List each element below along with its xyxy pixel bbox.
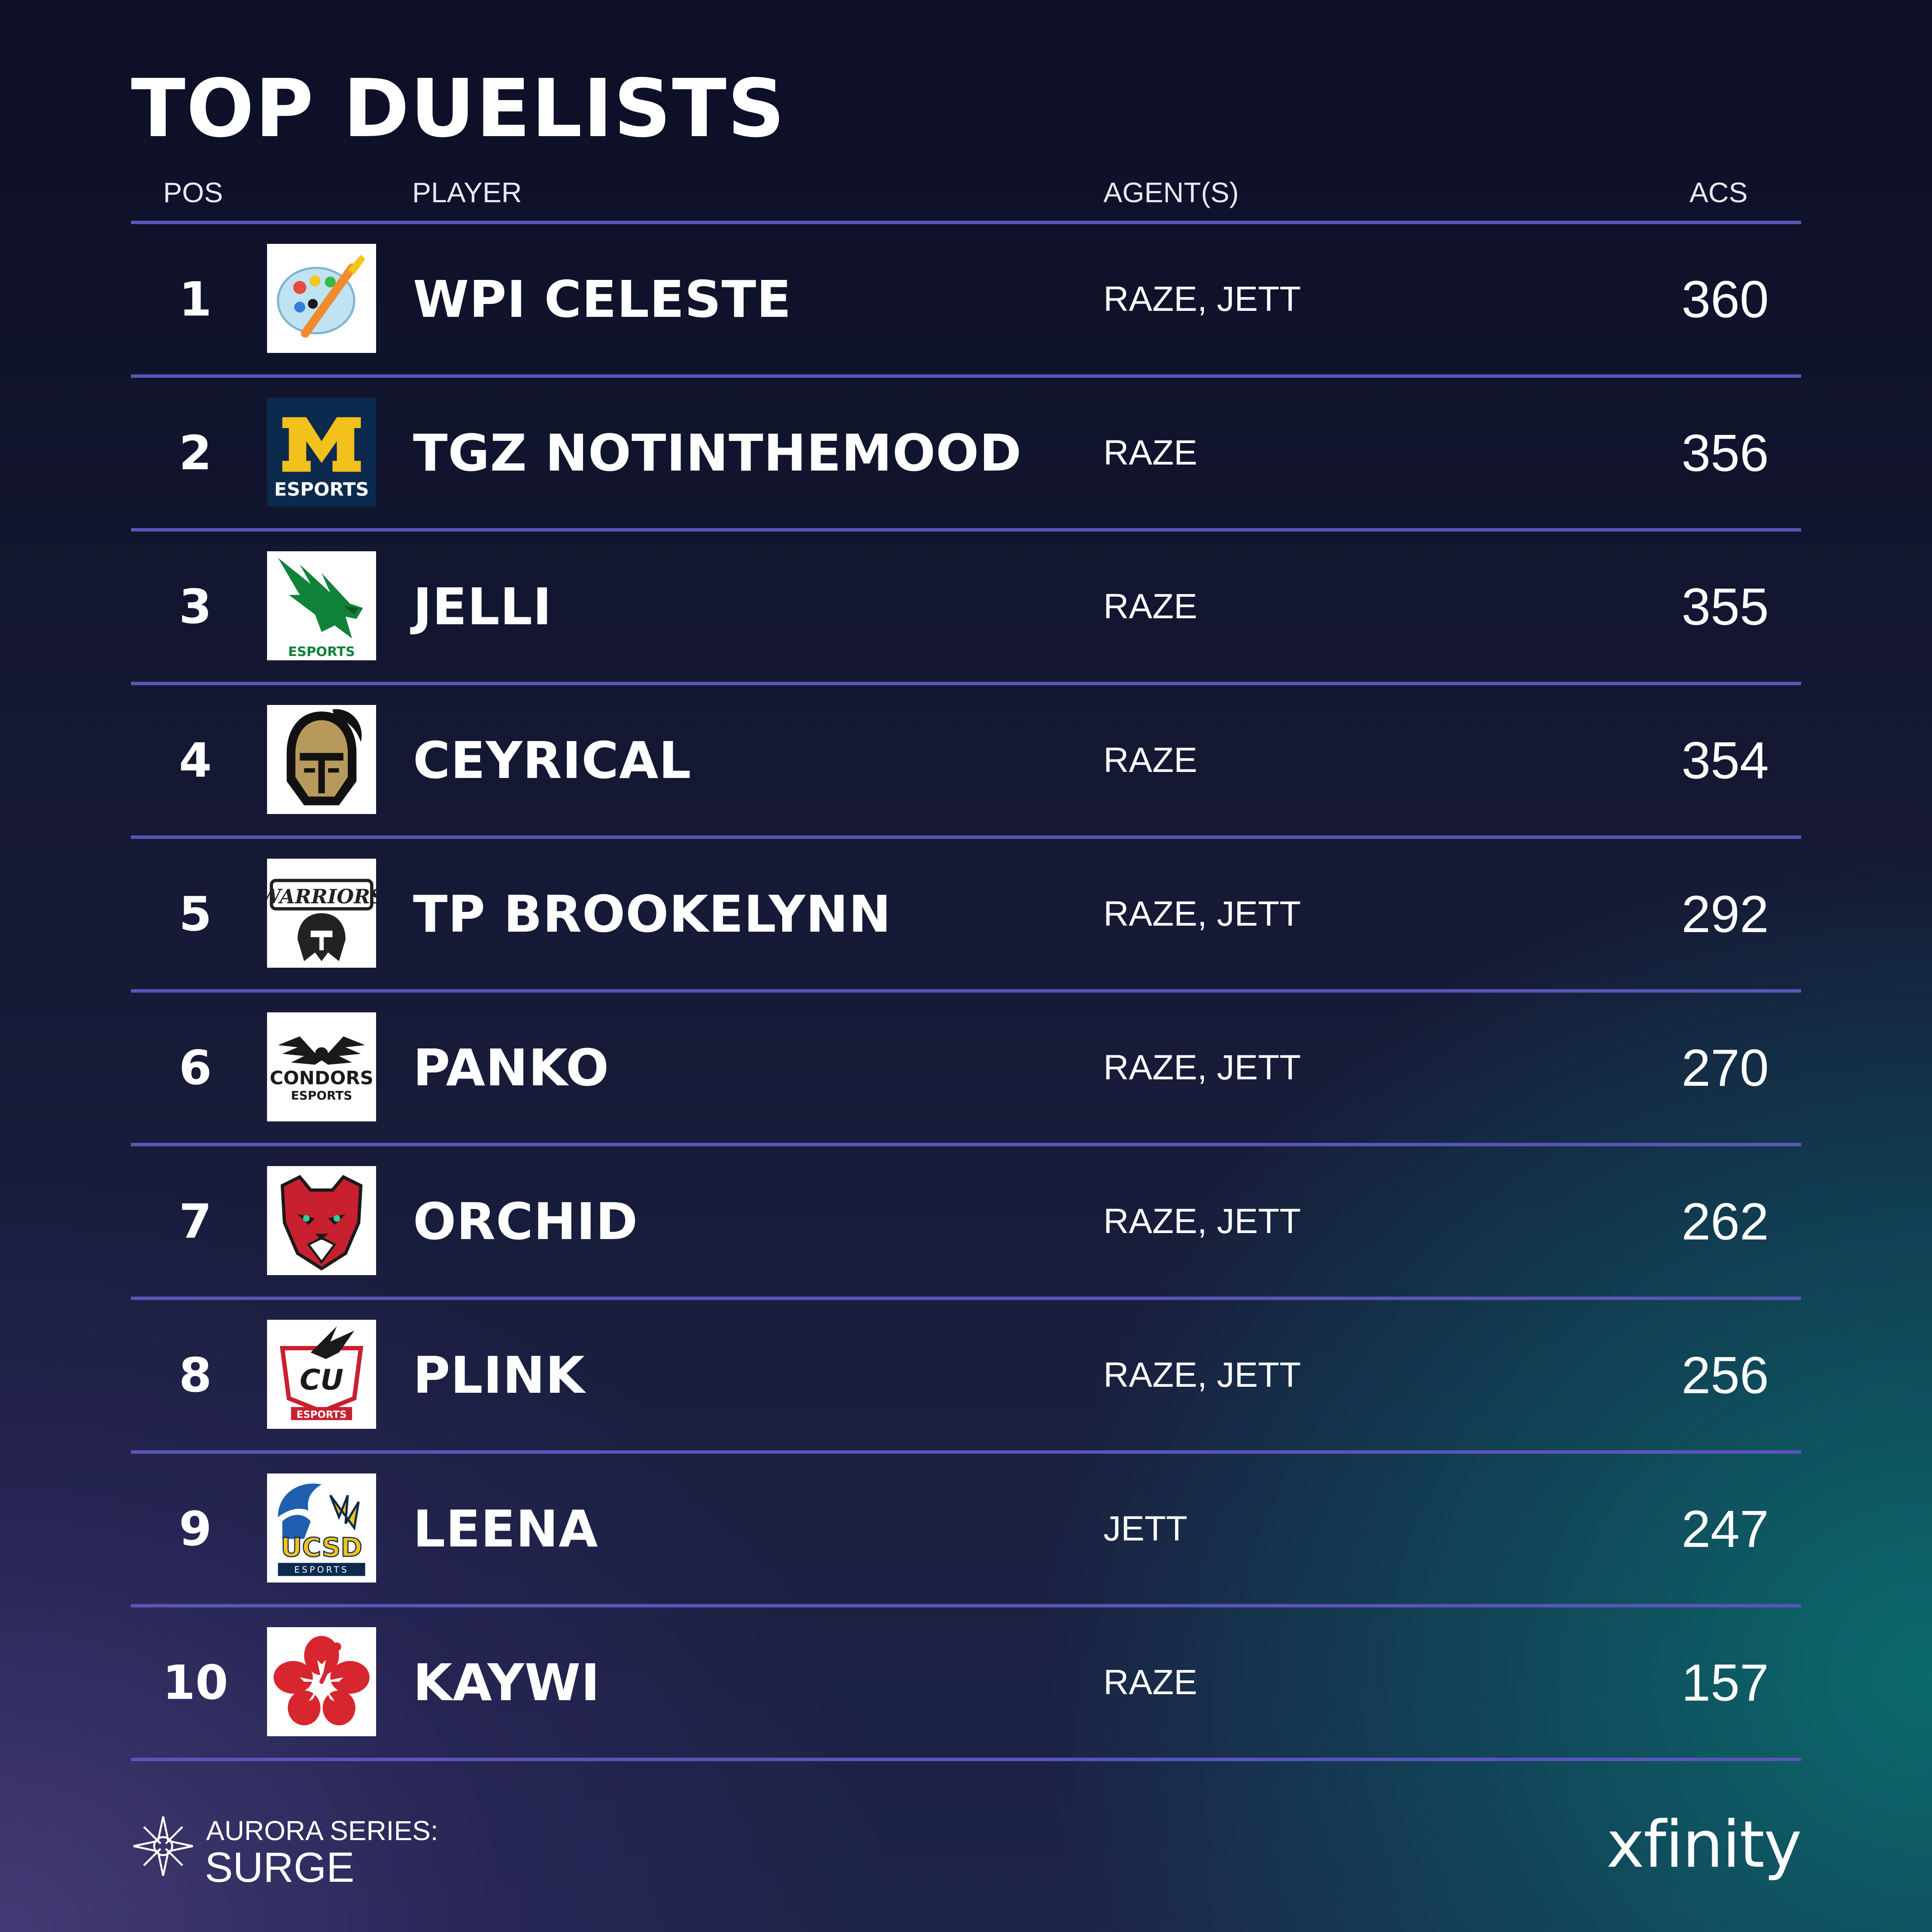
player-acs: 354 — [1681, 731, 1769, 790]
table-row: 4 CEYRICAL RAZE 354 — [0, 683, 1932, 837]
logo-text: CU — [300, 1364, 343, 1397]
player-agents: JETT — [1103, 1509, 1188, 1548]
player-name: JELLI — [413, 577, 552, 636]
cu-esports-logo: CU ESPORTS — [267, 1320, 376, 1429]
row-divider — [131, 528, 1801, 532]
row-divider — [131, 835, 1801, 839]
row-pos: 2 — [179, 425, 212, 480]
player-agents: RAZE, JETT — [1103, 1048, 1301, 1087]
michigan-esports-logo: ESPORTS — [267, 398, 376, 507]
logo-text: WARRIORS — [267, 885, 376, 908]
table-row: 6 CONDORS ESPORTS PANKO RAZE, JETT 270 — [0, 991, 1932, 1145]
player-acs: 247 — [1681, 1500, 1769, 1558]
aurora-star-icon — [133, 1816, 193, 1876]
brand-surge-label: SURGE — [205, 1844, 355, 1891]
row-pos: 5 — [179, 887, 212, 942]
row-pos: 4 — [179, 733, 212, 788]
row-divider — [131, 1143, 1801, 1146]
knight-helmet-logo — [267, 705, 376, 814]
header-player: PLAYER — [412, 176, 522, 208]
table-row: 5 WARRIORS TP BROOKELYNN RAZE, JETT 292 — [0, 837, 1932, 991]
player-acs: 157 — [1681, 1653, 1769, 1712]
player-agents: RAZE, JETT — [1103, 279, 1301, 319]
row-divider — [131, 1450, 1801, 1454]
brand-series-label: AURORA SERIES: — [206, 1815, 438, 1846]
row-pos: 8 — [179, 1348, 212, 1403]
row-pos: 9 — [179, 1501, 212, 1556]
logo-text: ESPORTS — [274, 479, 369, 501]
player-agents: RAZE — [1103, 433, 1197, 472]
logo-text: CONDORS — [270, 1068, 373, 1089]
table-row: 1 WPI CELESTE RAZE, JETT 360 — [0, 222, 1932, 376]
header-acs: ACS — [1689, 176, 1748, 208]
table-row: 2 ESPORTS TGZ NOTINTHEMOOD RAZE 356 — [0, 376, 1932, 530]
player-acs: 356 — [1681, 424, 1769, 482]
player-name: KAYWI — [413, 1653, 600, 1712]
player-name: PLINK — [413, 1346, 585, 1405]
logo-subtext: ESPORTS — [294, 1564, 349, 1575]
row-pos: 10 — [162, 1655, 228, 1710]
logo-subtext: ESPORTS — [297, 1410, 347, 1421]
player-acs: 262 — [1681, 1192, 1769, 1251]
xfinity-logo: xfinity — [1606, 1807, 1802, 1882]
row-divider — [131, 1758, 1801, 1761]
player-name: LEENA — [413, 1499, 598, 1558]
logo-text: ESPORTS — [288, 644, 355, 659]
player-name: TGZ NOTINTHEMOOD — [413, 423, 1022, 483]
hibiscus-logo — [267, 1627, 376, 1736]
eagle-esports-logo: ESPORTS — [267, 551, 376, 660]
row-pos: 3 — [179, 579, 212, 634]
player-acs: 292 — [1681, 885, 1769, 943]
page-title: TOP DUELISTS — [131, 62, 786, 155]
condors-esports-logo: CONDORS ESPORTS — [267, 1012, 376, 1121]
header-divider — [131, 221, 1801, 224]
player-acs: 360 — [1681, 270, 1769, 328]
player-agents: RAZE, JETT — [1103, 1202, 1301, 1241]
palette-logo — [267, 244, 376, 353]
player-name: WPI CELESTE — [413, 270, 792, 329]
row-divider — [131, 374, 1801, 378]
row-divider — [131, 989, 1801, 993]
player-agents: RAZE, JETT — [1103, 1355, 1301, 1394]
player-agents: RAZE — [1103, 741, 1197, 780]
player-name: ORCHID — [413, 1192, 638, 1251]
waterloo-warriors-logo: WARRIORS — [267, 859, 376, 968]
row-pos: 7 — [179, 1194, 212, 1249]
table-row: 10 KAYWI RAZE 157 — [0, 1606, 1932, 1759]
row-divider — [131, 682, 1801, 685]
player-acs: 355 — [1681, 577, 1769, 636]
logo-subtext: ESPORTS — [291, 1088, 352, 1103]
player-name: PANKO — [413, 1038, 610, 1097]
aurora-series-brand: AURORA SERIES: SURGE — [131, 1810, 440, 1891]
player-agents: RAZE — [1103, 1663, 1197, 1702]
row-divider — [131, 1604, 1801, 1607]
player-acs: 270 — [1681, 1039, 1769, 1097]
row-divider — [131, 1297, 1801, 1300]
logo-text: UCSD — [281, 1532, 362, 1563]
player-name: TP BROOKELYNN — [413, 884, 892, 944]
table-row: 9 UCSD ESPORTS LEENA JETT 247 — [0, 1452, 1932, 1606]
table-row: 8 CU ESPORTS PLINK RAZE, JETT 256 — [0, 1298, 1932, 1452]
row-pos: 1 — [179, 272, 212, 327]
player-acs: 256 — [1681, 1346, 1769, 1404]
table-row: 7 ORCHID RAZE, JETT 262 — [0, 1145, 1932, 1298]
header-agents: AGENT(S) — [1103, 176, 1239, 208]
ucsd-esports-logo: UCSD ESPORTS — [267, 1473, 376, 1583]
player-agents: RAZE — [1103, 587, 1197, 626]
row-pos: 6 — [179, 1040, 212, 1095]
table-row: 3 ESPORTS JELLI RAZE 355 — [0, 530, 1932, 683]
header-pos: POS — [163, 176, 223, 208]
player-name: CEYRICAL — [413, 731, 692, 790]
player-agents: RAZE, JETT — [1103, 894, 1301, 933]
cougar-logo — [267, 1166, 376, 1275]
